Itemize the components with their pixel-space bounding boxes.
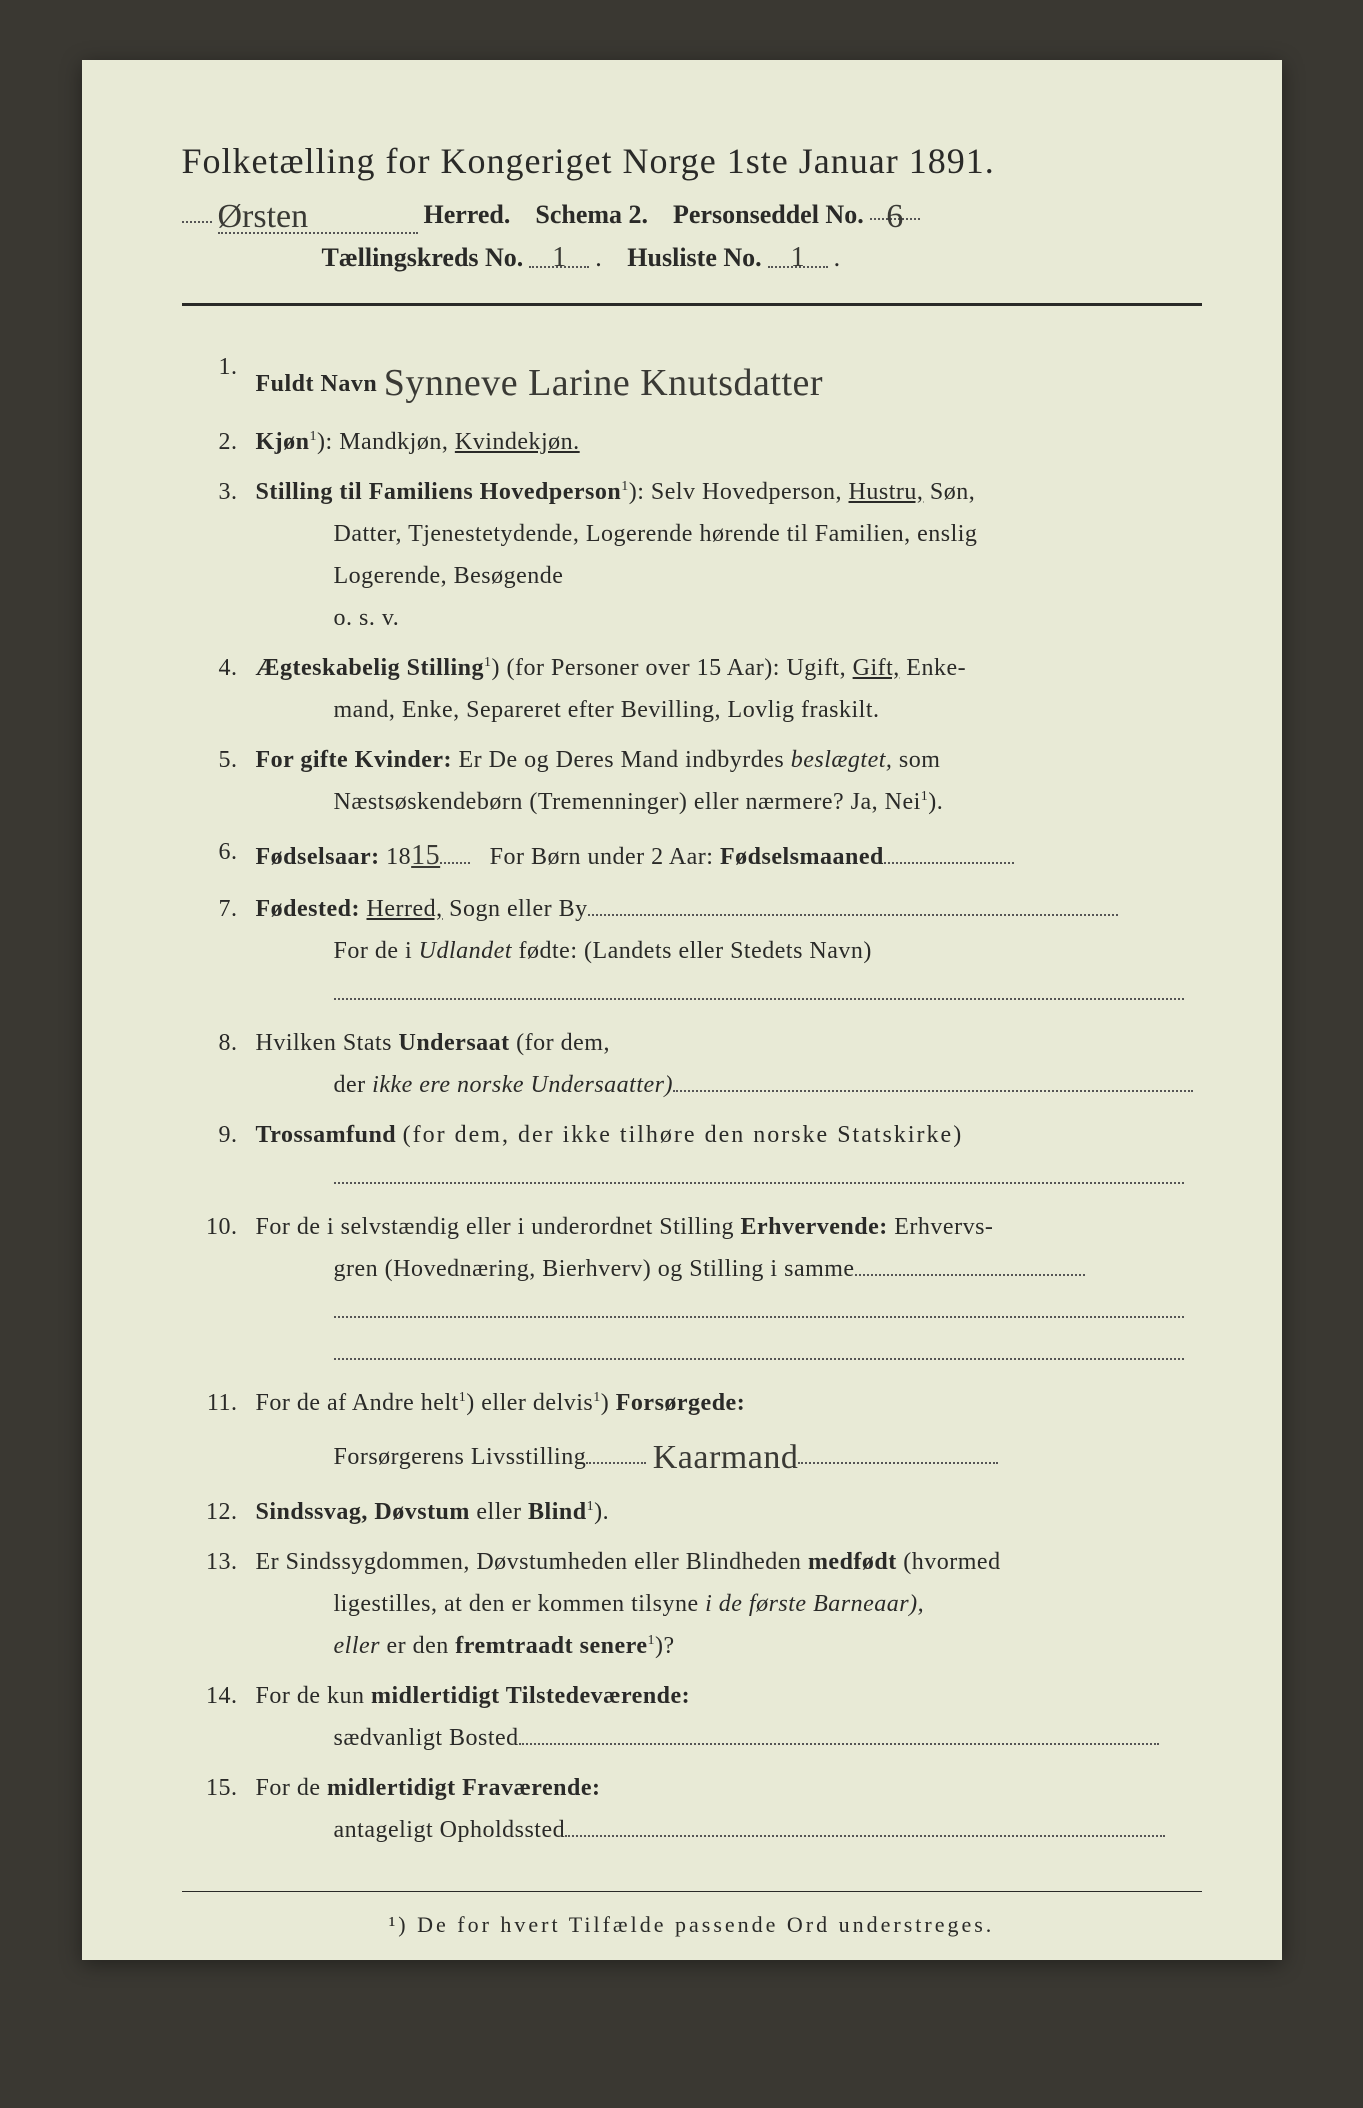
item-5-text1: Er De og Deres Mand indbyrdes xyxy=(459,747,785,773)
item-12-text1: eller xyxy=(476,1499,521,1525)
item-6-prefix: 18 xyxy=(386,844,411,870)
item-7-text1: Sogn eller By xyxy=(449,896,588,922)
item-2-label: Kjøn xyxy=(256,429,310,455)
divider-bottom xyxy=(182,1891,1202,1892)
husliste-no: 1 xyxy=(791,242,805,273)
item-13-line2a: ligestilles, at den er kommen tilsyne xyxy=(334,1591,699,1617)
personseddel-no: 6 xyxy=(886,198,903,235)
divider-top xyxy=(182,303,1202,306)
item-13-bold2: fremtraadt senere xyxy=(455,1633,647,1659)
item-11-text1b: eller delvis xyxy=(481,1390,593,1416)
item-11-bold: Forsørgede: xyxy=(616,1390,745,1416)
item-7-line2b: fødte: (Landets eller Stedets Navn) xyxy=(519,938,872,964)
item-10-text1b: Erhvervs- xyxy=(894,1214,993,1240)
item-12: 12. Sindssvag, Døvstum eller Blind1). xyxy=(182,1491,1202,1533)
item-8-text1b: (for dem, xyxy=(516,1030,610,1056)
item-5-text1b: som xyxy=(899,747,941,773)
item-4-line2: mand, Enke, Separeret efter Bevilling, L… xyxy=(256,689,1202,731)
item-11-text1a: For de af Andre helt xyxy=(256,1390,459,1416)
item-13-text1b: (hvormed xyxy=(903,1549,1000,1575)
item-4-text1: (for Personer over 15 Aar): Ugift, xyxy=(507,655,847,681)
item-3: 3. Stilling til Familiens Hovedperson1):… xyxy=(182,471,1202,639)
personseddel-label: Personseddel No. xyxy=(673,200,864,230)
item-2-selected: Kvindekjøn. xyxy=(455,429,580,455)
item-6-bold2: Fødselsmaaned xyxy=(720,844,884,870)
item-2-opt1: Mandkjøn, xyxy=(339,429,448,455)
item-7-italic: Udlandet xyxy=(419,938,512,964)
item-7-label: Fødested: xyxy=(256,896,360,922)
item-4-text1b: Enke- xyxy=(906,655,966,681)
item-13-italic: i de første Barneaar), xyxy=(705,1591,924,1617)
item-9: 9. Trossamfund (for dem, der ikke tilhør… xyxy=(182,1114,1202,1198)
item-4-selected: Gift, xyxy=(853,655,900,681)
item-6-text1b: For Børn under 2 Aar: xyxy=(490,844,714,870)
item-5: 5. For gifte Kvinder: Er De og Deres Man… xyxy=(182,739,1202,823)
item-8-text1: Hvilken Stats xyxy=(256,1030,393,1056)
item-13: 13. Er Sindssygdommen, Døvstumheden elle… xyxy=(182,1541,1202,1667)
item-14-text1: For de kun xyxy=(256,1683,365,1709)
item-5-label: For gifte Kvinder: xyxy=(256,747,453,773)
item-10: 10. For de i selvstændig eller i underor… xyxy=(182,1206,1202,1374)
item-11-value: Kaarmand xyxy=(653,1439,799,1476)
item-8-bold: Undersaat xyxy=(399,1030,510,1056)
item-6-year: 15 xyxy=(411,840,440,871)
item-3-selected: Hustru, xyxy=(849,479,924,505)
subtitle-row-1: Ørsten Herred. Schema 2. Personseddel No… xyxy=(182,194,1202,234)
tellingskreds-label: Tællingskreds No. xyxy=(322,243,524,273)
item-1: 1. Fuldt Navn Synneve Larine Knutsdatter xyxy=(182,346,1202,413)
item-15-bold: midlertidigt Fraværende: xyxy=(327,1775,601,1801)
schema-label: Schema 2. xyxy=(535,200,648,230)
item-10-line2: gren (Hovednæring, Bierhverv) og Stillin… xyxy=(334,1256,855,1282)
item-3-text1: Selv Hovedperson, xyxy=(651,479,842,505)
item-4: 4. Ægteskabelig Stilling1) (for Personer… xyxy=(182,647,1202,731)
item-7: 7. Fødested: Herred, Sogn eller By For d… xyxy=(182,888,1202,1014)
item-15-text1: For de xyxy=(256,1775,321,1801)
husliste-label: Husliste No. xyxy=(627,243,761,273)
item-10-bold: Erhvervende: xyxy=(740,1214,887,1240)
footnote: ¹) De for hvert Tilfælde passende Ord un… xyxy=(182,1912,1202,1938)
herred-value: Ørsten xyxy=(218,198,309,235)
item-12-bold2: Blind xyxy=(528,1499,587,1525)
item-13-bold: medfødt xyxy=(808,1549,897,1575)
item-15-line2: antageligt Opholdssted xyxy=(334,1817,566,1843)
item-2: 2. Kjøn1): Mandkjøn, Kvindekjøn. xyxy=(182,421,1202,463)
item-8-italic: ikke ere norske Undersaatter) xyxy=(372,1072,673,1098)
item-5-line2: Næstsøskendebørn (Tremenninger) eller næ… xyxy=(334,789,921,815)
item-1-value: Synneve Larine Knutsdatter xyxy=(384,362,823,404)
item-3-line3: Logerende, Besøgende xyxy=(256,555,1202,597)
item-14: 14. For de kun midlertidigt Tilstedevære… xyxy=(182,1675,1202,1759)
page-title: Folketælling for Kongeriget Norge 1ste J… xyxy=(182,140,1202,182)
item-3-label: Stilling til Familiens Hovedperson xyxy=(256,479,622,505)
item-11-line2: Forsørgerens Livsstilling xyxy=(334,1444,587,1470)
item-7-selected: Herred, xyxy=(366,896,442,922)
item-15: 15. For de midlertidigt Fraværende: anta… xyxy=(182,1767,1202,1851)
item-8-line2a: der xyxy=(334,1072,366,1098)
item-9-label: Trossamfund xyxy=(256,1122,397,1148)
item-6: 6. Fødselsaar: 1815 For Børn under 2 Aar… xyxy=(182,831,1202,880)
item-13-line3b: er den xyxy=(386,1633,448,1659)
item-14-bold: midlertidigt Tilstedeværende: xyxy=(371,1683,690,1709)
item-8: 8. Hvilken Stats Undersaat (for dem, der… xyxy=(182,1022,1202,1106)
item-3-line2: Datter, Tjenestetydende, Logerende høren… xyxy=(256,513,1202,555)
item-10-text1: For de i selvstændig eller i underordnet… xyxy=(256,1214,734,1240)
item-11: 11. For de af Andre helt1) eller delvis1… xyxy=(182,1382,1202,1484)
item-9-text1: (for dem, der ikke tilhøre den norske St… xyxy=(403,1122,964,1148)
tellingskreds-no: 1 xyxy=(552,242,566,273)
item-13-text1: Er Sindssygdommen, Døvstumheden eller Bl… xyxy=(256,1549,802,1575)
item-5-italic: beslægtet, xyxy=(791,747,893,773)
item-7-line2a: For de i xyxy=(334,938,413,964)
herred-label: Herred. xyxy=(424,200,511,230)
subtitle-row-2: Tællingskreds No. 1 . Husliste No. 1 . xyxy=(322,242,1202,273)
document-page: Folketælling for Kongeriget Norge 1ste J… xyxy=(82,60,1282,1960)
item-6-label: Fødselsaar: xyxy=(256,844,380,870)
item-13-line3a: eller xyxy=(334,1633,380,1659)
item-3-text1b: Søn, xyxy=(930,479,975,505)
item-1-label: Fuldt Navn xyxy=(256,371,378,397)
item-4-label: Ægteskabelig Stilling xyxy=(256,655,485,681)
item-12-label: Sindssvag, Døvstum xyxy=(256,1499,470,1525)
item-3-line4: o. s. v. xyxy=(256,597,1202,639)
item-14-line2: sædvanligt Bosted xyxy=(334,1725,519,1751)
